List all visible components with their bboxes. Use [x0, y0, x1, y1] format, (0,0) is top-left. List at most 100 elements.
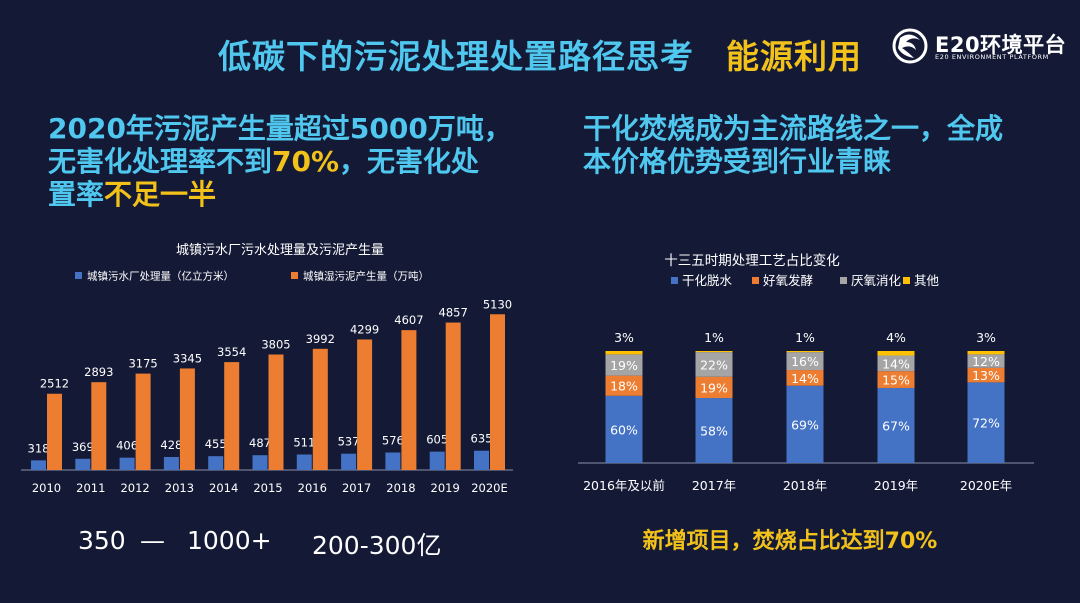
chart2-segment-3 [877, 351, 915, 356]
chart2-title: 十三五时期处理工艺占比变化 [664, 253, 840, 269]
stat-range-a: 350 [78, 526, 126, 555]
chart1-bar-sludge [445, 322, 461, 470]
chart2-segment-label-0: 69% [791, 417, 819, 432]
bottom-note: 新增项目，焚烧占比达到70% [642, 529, 938, 554]
chart2-segment-0 [786, 385, 824, 463]
right-headline: 干化焚烧成为主流路线之一，全成 本价格优势受到行业青睐 [583, 112, 1053, 178]
chart2-segment-label-0: 58% [700, 424, 728, 439]
left-headline-line2-c: ，无害化处 [339, 145, 480, 178]
chart1-bar-sewage [385, 452, 401, 470]
chart2-legend-swatch-1 [752, 277, 759, 284]
chart1-bar-sewage [296, 454, 312, 470]
chart1-tick-label: 2014 [209, 481, 238, 495]
chart1-label-sewage: 369 [72, 440, 94, 454]
chart1-bar-sewage [75, 458, 91, 470]
chart1-label-sewage: 318 [28, 441, 50, 455]
chart2-legend-swatch-2 [840, 277, 847, 284]
chart2-segment-label-2: 19% [610, 358, 638, 373]
chart1-bar-sewage [252, 455, 268, 470]
chart1-label-sludge: 2512 [40, 377, 69, 391]
chart1-label-sewage: 605 [426, 433, 448, 447]
chart1-label-sewage: 537 [338, 435, 360, 449]
chart2-tick-label: 2017年 [692, 478, 736, 493]
chart1-label-sewage: 406 [116, 439, 138, 453]
chart1-tick-label: 2011 [76, 481, 105, 495]
chart2-segment-label-2: 14% [882, 356, 910, 371]
chart2-segment-label-0: 72% [972, 416, 1000, 431]
chart2-legend-swatch-0 [671, 277, 678, 284]
chart2-segment-label-3: 3% [614, 330, 634, 345]
chart1-bar-sewage [429, 451, 445, 470]
chart1-label-sludge: 2893 [84, 365, 113, 379]
chart1-legend-swatch-1 [291, 272, 298, 279]
chart2-segment-label-2: 22% [700, 357, 728, 372]
chart2-segment-label-0: 60% [610, 422, 638, 437]
chart2-segment-label-3: 3% [976, 330, 996, 345]
chart2-segment-label-1: 13% [972, 368, 1000, 383]
chart1-label-sludge: 3345 [173, 351, 202, 365]
chart1-tick-label: 2010 [32, 481, 61, 495]
chart1-tick-label: 2018 [386, 481, 415, 495]
chart2-segment-label-1: 15% [882, 373, 910, 388]
chart1-tick-label: 2017 [342, 481, 371, 495]
chart1-label-sewage: 576 [382, 434, 404, 448]
chart2-segment-3 [967, 351, 1005, 355]
chart1-bar-sludge [179, 368, 195, 470]
chart1-bar-sludge [135, 373, 151, 470]
chart1-label-sludge: 4857 [439, 306, 468, 320]
chart2-segment-1 [877, 371, 915, 388]
chart1-bar-sludge [47, 393, 62, 470]
stat-dash: — [140, 526, 165, 555]
chart2-segment-0 [695, 398, 733, 463]
chart2-tick-label: 2019年 [874, 478, 918, 493]
chart1-label-sludge: 3992 [306, 332, 335, 346]
chart2-legend-label-2: 厌氧消化 [851, 273, 902, 288]
chart2-segment-3 [695, 351, 733, 353]
page-title: 低碳下的污泥处理处置路径思考 能源利用 [0, 30, 1080, 78]
chart1-tick-label: 2019 [431, 481, 460, 495]
chart2-segment-1 [786, 370, 824, 386]
chart2-segment-0 [967, 382, 1005, 463]
chart2-segment-3 [605, 351, 643, 355]
chart2-segment-2 [877, 355, 915, 372]
chart1-label-sewage: 428 [160, 438, 182, 452]
chart1-bar-sewage [208, 456, 224, 470]
chart2-tick-label: 2016年及以前 [583, 478, 665, 493]
right-headline-line1: 干化焚烧成为主流路线之一，全成 [583, 112, 1004, 145]
chart2-legend-label-0: 干化脱水 [682, 273, 733, 288]
chart2-segment-label-2: 12% [972, 354, 1000, 369]
left-headline-highlight-half: 不足一半 [104, 178, 217, 211]
chart1-title: 城镇污水厂污水处理量及污泥产生量 [176, 243, 384, 258]
chart2-segment-1 [695, 376, 733, 399]
chart2-segment-0 [877, 387, 915, 463]
chart1-bar-sewage [341, 453, 357, 470]
logo-subtext: E20 ENVIRONMENT PLATFORM [935, 53, 1049, 61]
chart1-legend-label-0: 城镇污水厂处理量（亿立方米） [87, 270, 234, 283]
chart1-bar-sludge [490, 314, 505, 470]
left-headline-line2-a: 无害化处理率不到 [48, 145, 273, 178]
chart1-label-sludge: 5130 [483, 297, 512, 311]
chart2-segment-label-1: 14% [791, 371, 819, 386]
chart1-legend-label-1: 城镇湿污泥产生量（万吨） [303, 270, 429, 283]
chart2-segment-label-2: 16% [791, 354, 819, 369]
chart2-segment-2 [605, 354, 643, 376]
chart1-legend-swatch-0 [75, 272, 82, 279]
chart1-bar-sludge [91, 382, 107, 470]
chart2-tick-label: 2020E年 [960, 478, 1012, 493]
chart2-segment-label-3: 4% [886, 330, 906, 345]
chart1-tick-label: 2015 [253, 481, 282, 495]
chart1-tick-label: 2016 [298, 481, 327, 495]
chart1-label-sewage: 455 [205, 437, 227, 451]
chart1-bar-sludge [357, 339, 373, 470]
chart2-segment-0 [605, 395, 643, 463]
logo-text: E20环境平台 [935, 33, 1067, 57]
stat-range-b: 1000+ [187, 526, 272, 555]
title-main: 低碳下的污泥处理处置路径思考 [218, 37, 694, 76]
title-accent: 能源利用 [726, 37, 862, 76]
left-headline-line3-a: 置率 [48, 178, 105, 211]
right-headline-line2: 本价格优势受到行业青睐 [583, 145, 892, 178]
chart2-legend-label-1: 好氧发酵 [763, 273, 813, 288]
chart1-bar-sewage [119, 457, 135, 470]
